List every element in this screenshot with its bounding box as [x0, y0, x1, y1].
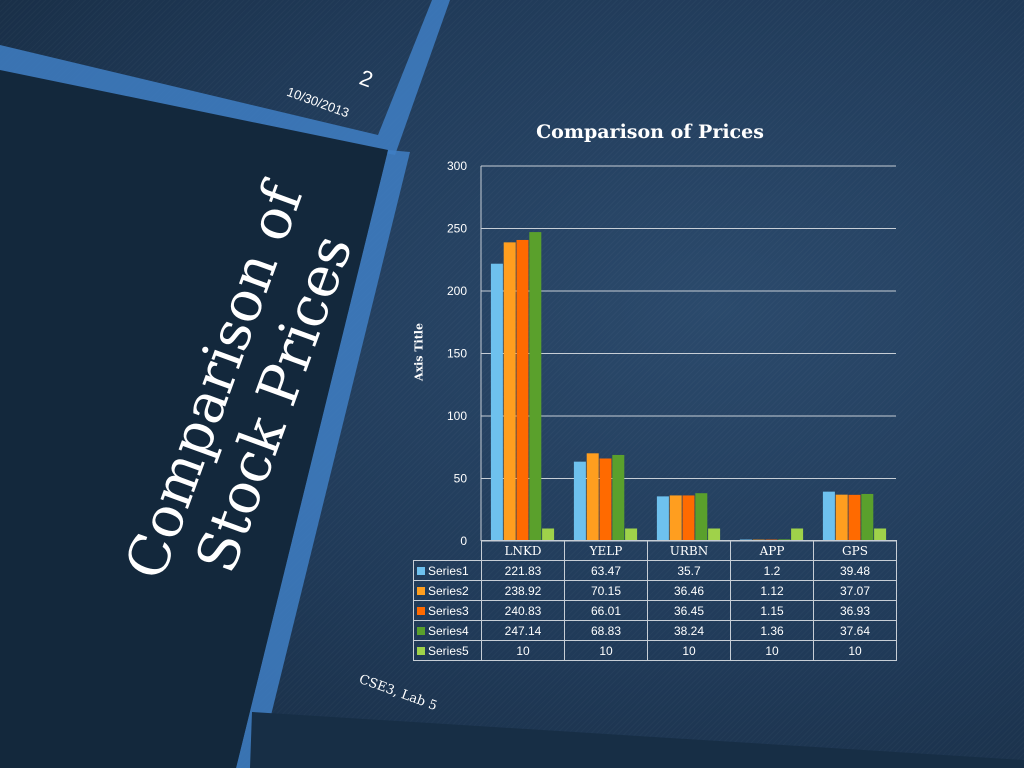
data-label: 247.14 [481, 620, 565, 641]
data-label: 68.83 [564, 620, 648, 641]
legend-entry: Series5 [413, 640, 482, 661]
chart-title: Comparison of Prices [536, 121, 764, 143]
bar-series4-urbn [695, 493, 708, 541]
bar-series2-yelp [586, 453, 599, 541]
legend-swatch [417, 566, 425, 575]
category-label: APP [730, 540, 814, 561]
table-body: Series1 221.83 63.47 35.7 1.2 39.48 Series2 238… [413, 560, 897, 661]
bar-series1-urbn [656, 496, 669, 541]
data-label: 35.7 [647, 560, 731, 581]
bar-series4-lnkd [529, 232, 542, 541]
bar-series3-yelp [599, 458, 612, 541]
bar-series4-gps [861, 493, 874, 541]
bar-series4-yelp [612, 454, 625, 541]
category-label: YELP [564, 540, 648, 561]
bar-series3-lnkd [516, 239, 529, 541]
table-row: Series4 247.14 68.83 38.24 1.36 37.64 [413, 620, 897, 641]
bar-series5-yelp [625, 528, 638, 541]
data-label: 238.92 [481, 580, 565, 601]
y-tick-label: 300 [447, 159, 467, 173]
dark-panel [250, 712, 1024, 768]
data-label: 36.45 [647, 600, 731, 621]
legend-swatch [417, 646, 425, 655]
category-label: LNKD [481, 540, 565, 561]
data-label: 38.24 [647, 620, 731, 641]
table-header-row: LNKD YELP URBN APP GPS [413, 540, 897, 561]
legend-entry: Series1 [413, 560, 482, 581]
data-label: 37.07 [813, 580, 897, 601]
legend-swatch [417, 626, 425, 635]
bar-series5-app [791, 528, 804, 541]
data-label: 10 [647, 640, 731, 661]
series-name: Series3 [428, 603, 469, 618]
bar-series3-gps [848, 494, 861, 541]
bar-series1-yelp [573, 461, 586, 541]
category-label: GPS [813, 540, 897, 561]
data-label: 63.47 [564, 560, 648, 581]
dark-panel [0, 70, 388, 768]
table-row: Series5 10 10 10 10 10 [413, 640, 897, 661]
y-tick-label: 200 [447, 284, 467, 298]
bar-series5-urbn [708, 528, 721, 541]
bar-series3-urbn [682, 495, 695, 541]
legend-swatch [417, 606, 425, 615]
legend-swatch [417, 586, 425, 595]
legend-entry: Series3 [413, 600, 482, 621]
data-label: 36.93 [813, 600, 897, 621]
bar-series5-gps [874, 528, 887, 541]
category-label: URBN [647, 540, 731, 561]
table-row: Series1 221.83 63.47 35.7 1.2 39.48 [413, 560, 897, 581]
bar-series2-gps [835, 494, 848, 541]
series-name: Series4 [428, 623, 469, 638]
data-label: 39.48 [813, 560, 897, 581]
table-row: Series2 238.92 70.15 36.46 1.12 37.07 [413, 580, 897, 601]
legend-entry: Series4 [413, 620, 482, 641]
legend-entry: Series2 [413, 580, 482, 601]
data-label: 10 [730, 640, 814, 661]
y-tick-label: 150 [447, 347, 467, 361]
series-name: Series5 [428, 643, 469, 658]
data-label: 1.2 [730, 560, 814, 581]
y-tick-label: 50 [454, 472, 468, 486]
series-name: Series2 [428, 583, 469, 598]
data-label: 221.83 [481, 560, 565, 581]
data-label: 1.12 [730, 580, 814, 601]
data-label: 10 [564, 640, 648, 661]
bar-series2-urbn [669, 495, 682, 541]
bar-series1-lnkd [490, 263, 503, 541]
data-label: 66.01 [564, 600, 648, 621]
data-label: 10 [813, 640, 897, 661]
table-row: Series3 240.83 66.01 36.45 1.15 36.93 [413, 600, 897, 621]
data-label: 1.36 [730, 620, 814, 641]
bar-series2-lnkd [503, 242, 516, 541]
bar-series5-lnkd [542, 528, 555, 541]
data-label: 10 [481, 640, 565, 661]
series-name: Series1 [428, 563, 469, 578]
chart-data-table: LNKD YELP URBN APP GPS Series1 221.83 63.47 35.… [413, 540, 897, 661]
decorative-band [0, 0, 450, 155]
y-tick-label: 100 [447, 409, 467, 423]
data-label: 36.46 [647, 580, 731, 601]
bar-series1-gps [822, 491, 835, 541]
data-label: 37.64 [813, 620, 897, 641]
decorative-band [236, 150, 410, 768]
data-label: 70.15 [564, 580, 648, 601]
data-label: 240.83 [481, 600, 565, 621]
y-tick-label: 250 [447, 222, 467, 236]
data-label: 1.15 [730, 600, 814, 621]
table-corner [413, 540, 482, 561]
